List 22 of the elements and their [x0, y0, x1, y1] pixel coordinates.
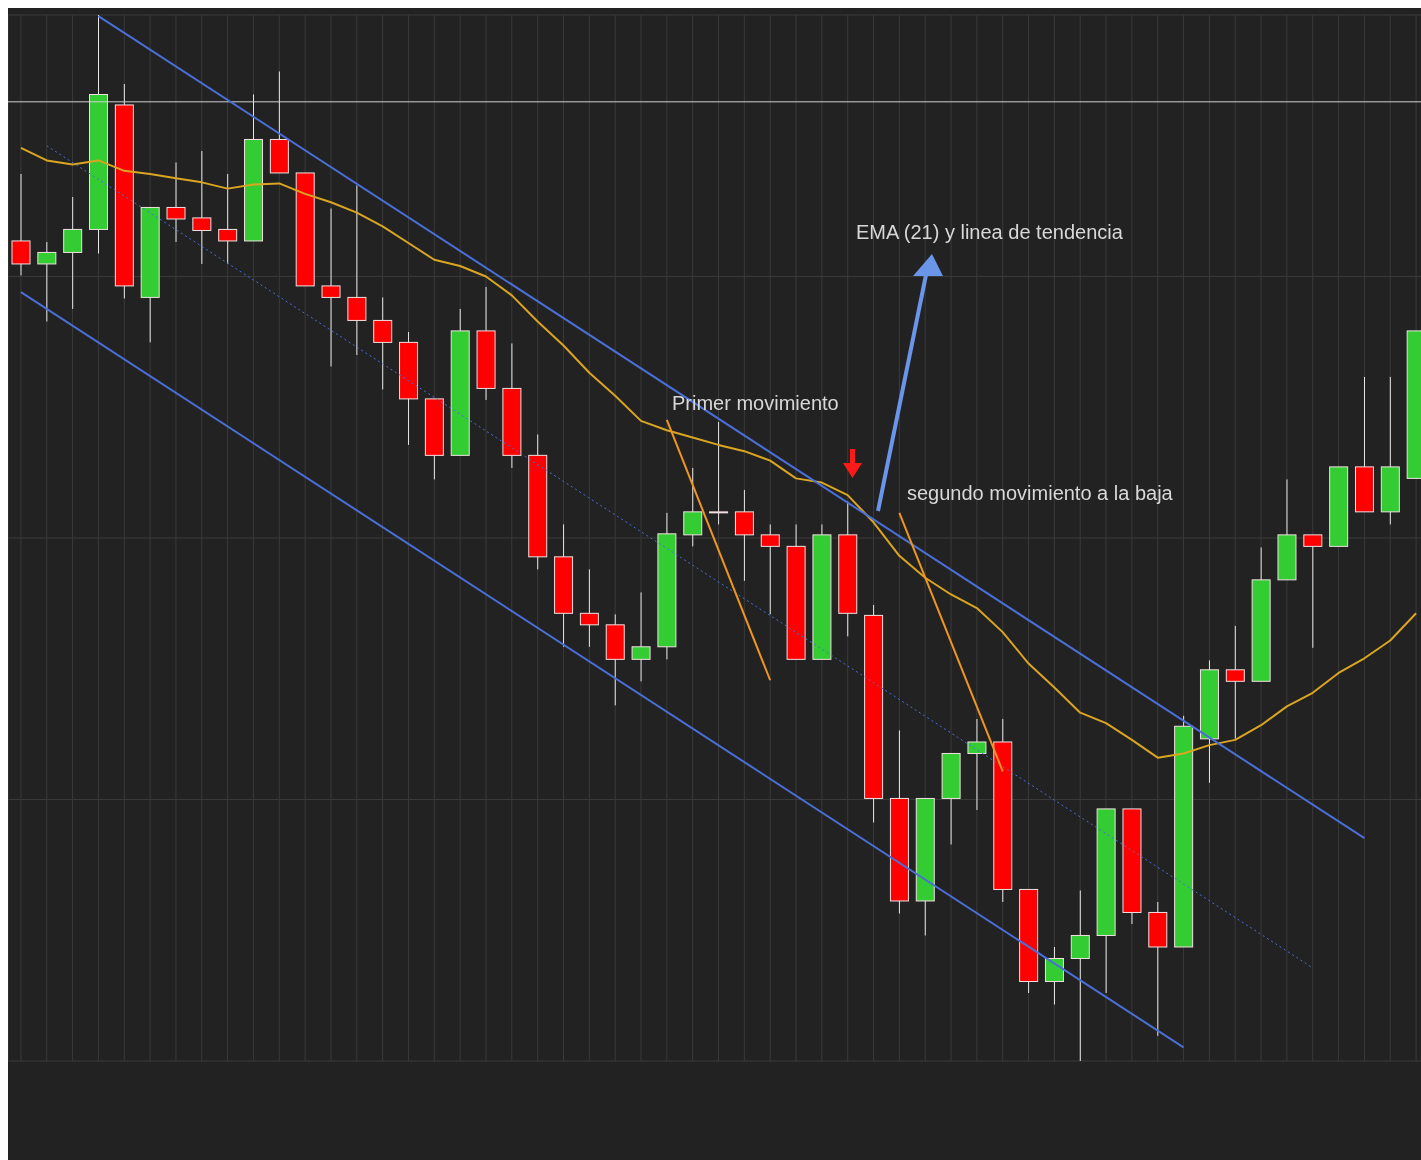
candlestick: [1044, 946, 1064, 1006]
candlestick: [1303, 534, 1323, 649]
candlestick: [1070, 890, 1090, 1061]
candlestick: [166, 161, 186, 243]
candlestick: [579, 568, 599, 648]
candlestick: [37, 241, 57, 322]
candlestick: [709, 421, 729, 525]
candlestick: [1225, 625, 1245, 740]
candlestick: [218, 173, 238, 265]
candlestick: [734, 489, 754, 582]
candlestick: [683, 467, 703, 547]
candlestick: [631, 591, 651, 682]
candlestick: [373, 296, 393, 390]
candlestick: [760, 523, 780, 615]
candlestick: [11, 173, 31, 276]
candlestick: [63, 196, 83, 310]
candlestick: [347, 185, 367, 356]
annotation: EMA (21) y linea de tendencia: [856, 221, 1123, 244]
candlestick: [967, 718, 987, 811]
annotation: segundo movimiento a la baja: [907, 482, 1173, 505]
candlestick: [321, 208, 341, 367]
candlestick: [192, 150, 212, 265]
